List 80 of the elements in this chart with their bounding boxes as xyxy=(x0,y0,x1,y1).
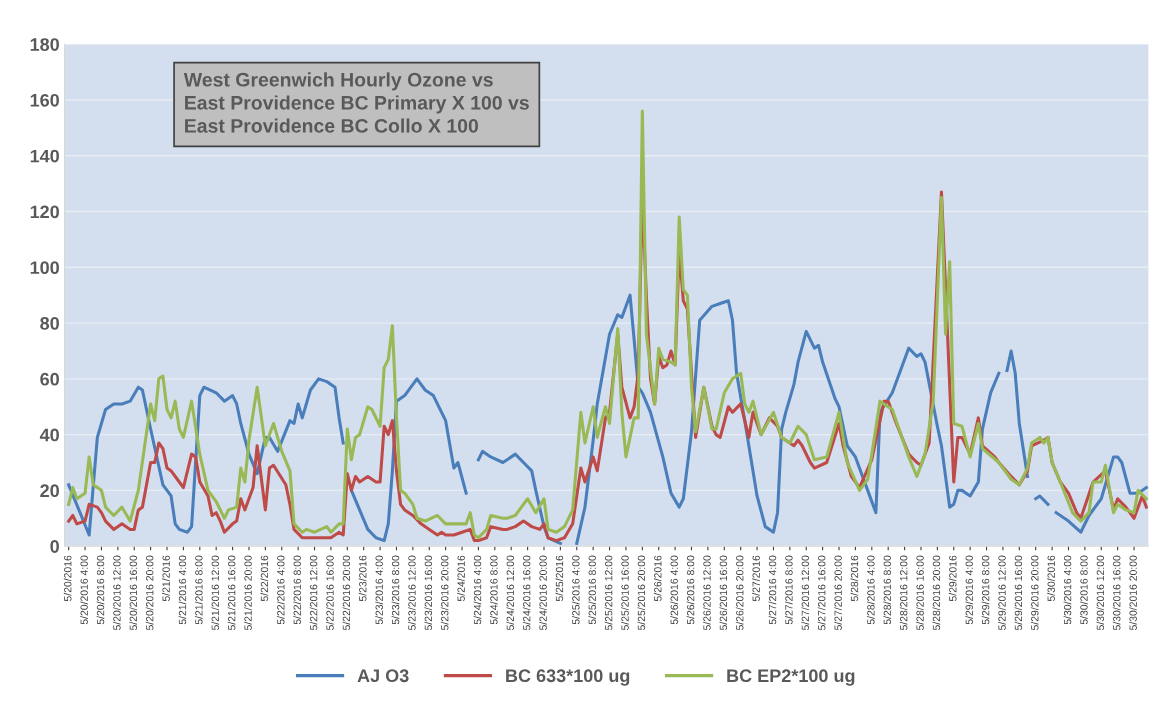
x-tick-label: 5/30/2016 12:00 xyxy=(1096,555,1105,631)
x-tick-label: 5/25/2016 4:00 xyxy=(571,555,580,625)
x-tick-label: 5/24/2016 4:00 xyxy=(473,555,482,625)
x-tick-label: 5/27/2016 8:00 xyxy=(784,555,793,625)
x-tick-label: 5/29/2016 16:00 xyxy=(1014,555,1023,631)
x-tick-label: 5/20/2016 8:00 xyxy=(96,555,105,625)
y-tick-label: 60 xyxy=(40,372,59,386)
x-tick-label: 5/22/2016 xyxy=(260,555,269,602)
x-tick-label: 5/27/2016 20:00 xyxy=(834,555,842,631)
x-tick-label: 5/27/2016 12:00 xyxy=(801,555,810,631)
x-tick-label: 5/25/2016 12:00 xyxy=(604,555,613,631)
x-tick-label: 5/28/2016 4:00 xyxy=(866,555,875,625)
x-tick-label: 5/23/2016 xyxy=(358,555,367,602)
x-tick-label: 5/26/2016 xyxy=(653,555,662,602)
x-tick-label: 5/26/2016 8:00 xyxy=(686,555,695,625)
x-tick-label: 5/28/2016 20:00 xyxy=(932,555,941,631)
x-tick-label: 5/21/2016 12:00 xyxy=(211,555,219,631)
x-tick-label: 5/28/2016 xyxy=(850,555,859,602)
x-tick-label: 5/30/2016 xyxy=(1047,555,1055,602)
text: West Greenwich Hourly Ozone vs East Providence BC Primary X 100 vs East Providence BC Collo X 100 xyxy=(183,72,529,133)
x-tick-label: 5/29/2016 8:00 xyxy=(981,555,990,625)
x-tick-label: 5/23/2016 20:00 xyxy=(440,555,449,631)
x-tick-label: 5/24/2016 8:00 xyxy=(489,555,498,625)
x-tick-label: 5/30/2016 20:00 xyxy=(1129,555,1137,631)
x-tick-label: 5/25/2016 8:00 xyxy=(588,555,596,625)
legend-label: AJ O3 xyxy=(357,669,409,683)
x-tick-label: 5/29/2016 xyxy=(948,555,957,602)
x-tick-label: 5/24/2016 16:00 xyxy=(522,555,531,631)
x-tick-label: 5/20/2016 4:00 xyxy=(80,555,88,625)
x-tick-label: 5/30/2016 8:00 xyxy=(1080,555,1088,625)
x-tick-label: 5/23/2016 4:00 xyxy=(375,555,383,625)
x-tick-label: 5/27/2016 4:00 xyxy=(768,555,777,625)
x-tick-label: 5/22/2016 20:00 xyxy=(342,555,351,631)
x-tick-label: 5/26/2016 4:00 xyxy=(670,555,678,625)
y-tick-label: 160 xyxy=(30,93,59,107)
x-tick-label: 5/30/2016 16:00 xyxy=(1112,555,1121,631)
x-tick-label: 5/26/2016 16:00 xyxy=(719,555,728,631)
x-tick-label: 5/22/2016 16:00 xyxy=(326,555,334,631)
x-tick-label: 5/21/2016 xyxy=(162,555,170,602)
x-tick-label: 5/23/2016 16:00 xyxy=(424,555,433,631)
x-tick-label: 5/21/2016 16:00 xyxy=(227,555,236,631)
y-tick-label: 0 xyxy=(50,540,59,553)
x-tick-label: 5/25/2016 xyxy=(555,555,564,602)
x-tick-label: 5/24/2016 xyxy=(457,555,465,602)
x-tick-label: 5/29/2016 12:00 xyxy=(998,555,1006,631)
x-tick-label: 5/22/2016 4:00 xyxy=(276,555,285,625)
x-tick-label: 5/21/2016 20:00 xyxy=(244,555,252,631)
x-tick-label: 5/27/2016 16:00 xyxy=(817,555,826,631)
y-tick-label: 180 xyxy=(30,38,59,51)
x-tick-label: 5/23/2016 8:00 xyxy=(391,555,400,625)
x-tick-label: 5/20/2016 20:00 xyxy=(145,555,154,631)
y-tick-label: 20 xyxy=(40,484,59,498)
x-tick-label: 5/21/2016 8:00 xyxy=(194,555,203,625)
x-tick-label: 5/25/2016 16:00 xyxy=(621,555,629,631)
y-tick-label: 40 xyxy=(39,428,59,442)
x-tick-label: 5/28/2016 8:00 xyxy=(883,555,891,625)
x-tick-label: 5/24/2016 20:00 xyxy=(539,555,547,631)
x-tick-label: 5/20/2016 16:00 xyxy=(129,555,138,631)
y-tick-label: 140 xyxy=(30,149,59,163)
legend-label: BC 633*100 ug xyxy=(506,669,630,686)
x-tick-label: 5/26/2016 20:00 xyxy=(735,555,744,631)
x-tick-label: 5/29/2016 20:00 xyxy=(1030,555,1039,631)
x-tick-label: 5/25/2016 20:00 xyxy=(637,555,646,631)
y-tick-label: 80 xyxy=(40,317,59,330)
x-tick-label: 5/28/2016 16:00 xyxy=(916,555,924,631)
legend-label: BC EP2*100 ug xyxy=(727,669,855,686)
x-tick-label: 5/22/2016 8:00 xyxy=(293,555,301,625)
x-tick-label: 5/23/2016 12:00 xyxy=(408,555,416,631)
y-tick-label: 120 xyxy=(30,205,59,219)
x-tick-label: 5/29/2016 4:00 xyxy=(965,555,973,625)
x-tick-label: 5/26/2016 12:00 xyxy=(703,555,711,631)
y-tick-label: 100 xyxy=(30,261,59,275)
x-tick-label: 5/24/2016 12:00 xyxy=(506,555,514,631)
x-tick-label: 5/22/2016 12:00 xyxy=(309,555,318,631)
x-tick-label: 5/20/2016 xyxy=(63,555,72,602)
x-tick-label: 5/20/2016 12:00 xyxy=(112,555,121,631)
x-tick-label: 5/30/2016 4:00 xyxy=(1063,555,1072,625)
x-tick-label: 5/28/2016 12:00 xyxy=(899,555,908,631)
x-tick-label: 5/21/2016 4:00 xyxy=(178,555,187,625)
x-tick-label: 5/27/2016 xyxy=(752,555,760,602)
